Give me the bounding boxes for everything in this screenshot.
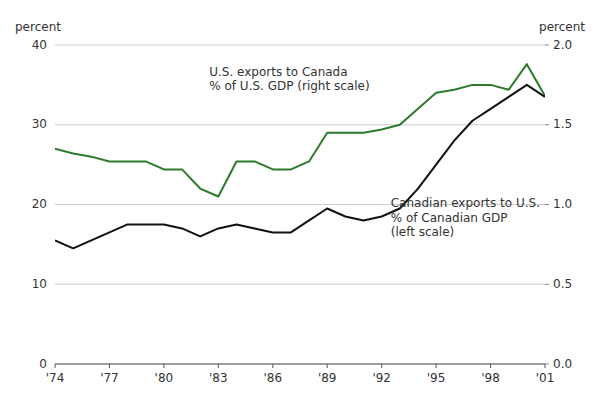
- y-axis-label: percent: [15, 20, 61, 34]
- x-tick-label: '89: [318, 371, 337, 385]
- y2-tick-label: 1.5: [553, 117, 572, 131]
- x-axis: '74 '77 '80 '83 '86 '89 '92 '95 '98 '01: [46, 364, 555, 385]
- annotation: U.S. exports to Canada% of U.S. GDP (rig…: [209, 65, 369, 93]
- x-tick-label: '83: [209, 371, 228, 385]
- grid-line: [55, 124, 545, 125]
- x-tick-label: '92: [372, 371, 391, 385]
- annotation: Canadian exports to U.S.% of Canadian GD…: [391, 196, 540, 239]
- x-tick: [218, 364, 219, 368]
- x-tick: [272, 364, 273, 368]
- y2-tick: [545, 45, 549, 46]
- x-tick-label: '74: [46, 371, 65, 385]
- grid-line: [55, 284, 545, 285]
- y2-tick: [545, 364, 549, 365]
- x-tick: [545, 364, 546, 368]
- y2-tick: [545, 204, 549, 205]
- y2-tick-label: 2.0: [553, 38, 572, 52]
- x-tick-label: '98: [481, 371, 500, 385]
- plot-area: [55, 64, 545, 248]
- chart: 0102030400.00.51.01.52.0'74'77'80'83'86'…: [0, 0, 600, 409]
- y2-tick: [545, 124, 549, 125]
- x-tick: [490, 364, 491, 368]
- series-line: [55, 85, 545, 248]
- y-tick-label: 20: [32, 197, 47, 211]
- x-tick: [163, 364, 164, 368]
- grid-line: [55, 45, 545, 46]
- y-tick-label: 0: [39, 357, 47, 371]
- y2-tick-label: 0.5: [553, 277, 572, 291]
- x-tick: [109, 364, 110, 368]
- y2-tick-label: 1.0: [553, 197, 572, 211]
- y-tick-label: 10: [32, 277, 47, 291]
- x-tick: [436, 364, 437, 368]
- x-tick: [55, 364, 56, 368]
- y2-tick-label: 0.0: [553, 357, 572, 371]
- y2-tick: [545, 284, 549, 285]
- series-line: [55, 64, 545, 196]
- x-axis-line: [55, 364, 545, 365]
- y2-axis: 0.0 0.5 1.0 1.5 2.0: [545, 38, 572, 371]
- x-tick-label: '01: [536, 371, 555, 385]
- x-tick-label: '86: [263, 371, 282, 385]
- grid-line: [55, 364, 545, 365]
- y2-axis-label: percent: [539, 20, 585, 34]
- x-tick: [327, 364, 328, 368]
- y-tick-label: 30: [32, 117, 47, 131]
- grid: [55, 45, 545, 364]
- x-tick-label: '80: [155, 371, 174, 385]
- x-tick-label: '77: [100, 371, 119, 385]
- x-tick-label: '95: [427, 371, 446, 385]
- y-tick-label: 40: [32, 38, 47, 52]
- x-tick: [381, 364, 382, 368]
- y-axis: 0 10 20 30 40: [32, 38, 47, 371]
- annotations: U.S. exports to Canada% of U.S. GDP (rig…: [209, 65, 540, 239]
